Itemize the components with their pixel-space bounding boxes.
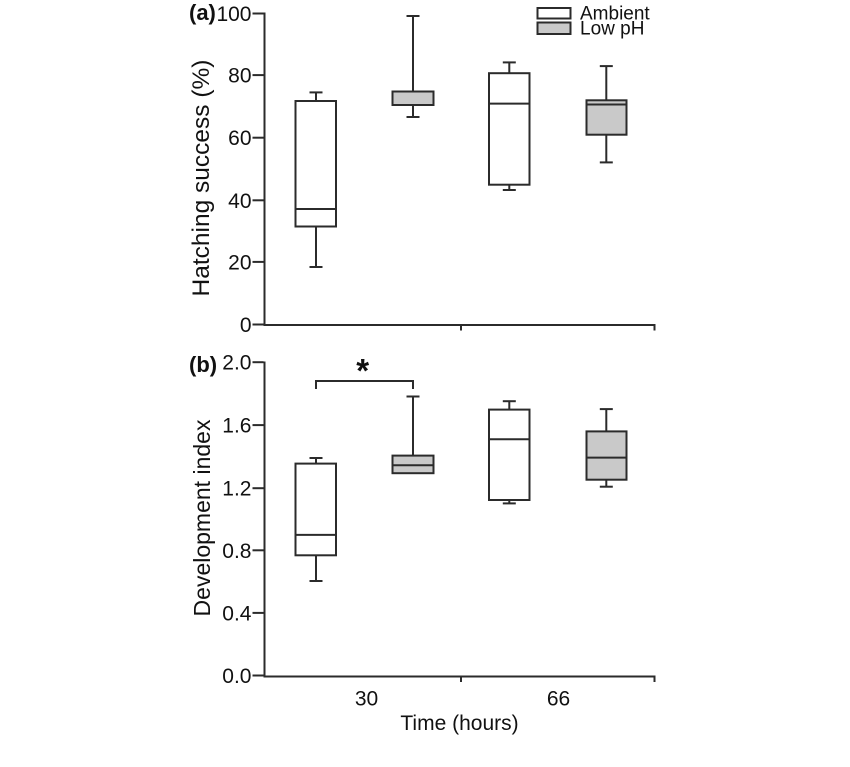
svg-text:30: 30 <box>355 688 378 711</box>
svg-text:40: 40 <box>228 190 251 213</box>
svg-text:0.0: 0.0 <box>222 665 251 688</box>
svg-text:Hatching success (%): Hatching success (%) <box>188 60 215 297</box>
svg-text:Ambient: Ambient <box>580 4 650 25</box>
svg-text:(a): (a) <box>189 0 216 25</box>
svg-text:60: 60 <box>228 127 251 150</box>
svg-text:0.4: 0.4 <box>222 602 252 625</box>
svg-text:80: 80 <box>228 65 251 88</box>
svg-text:100: 100 <box>216 3 251 26</box>
svg-text:0.8: 0.8 <box>222 540 251 563</box>
svg-text:1.6: 1.6 <box>222 415 251 438</box>
svg-text:(b): (b) <box>189 352 217 377</box>
svg-text:20: 20 <box>228 251 251 274</box>
svg-text:66: 66 <box>547 688 570 711</box>
svg-text:Development index: Development index <box>189 419 215 616</box>
svg-text:1.2: 1.2 <box>222 478 251 501</box>
svg-text:0: 0 <box>240 314 252 337</box>
svg-text:2.0: 2.0 <box>222 352 251 375</box>
svg-text:*: * <box>356 352 369 389</box>
svg-text:Low pH: Low pH <box>580 19 644 40</box>
svg-text:Time (hours): Time (hours) <box>400 712 518 735</box>
